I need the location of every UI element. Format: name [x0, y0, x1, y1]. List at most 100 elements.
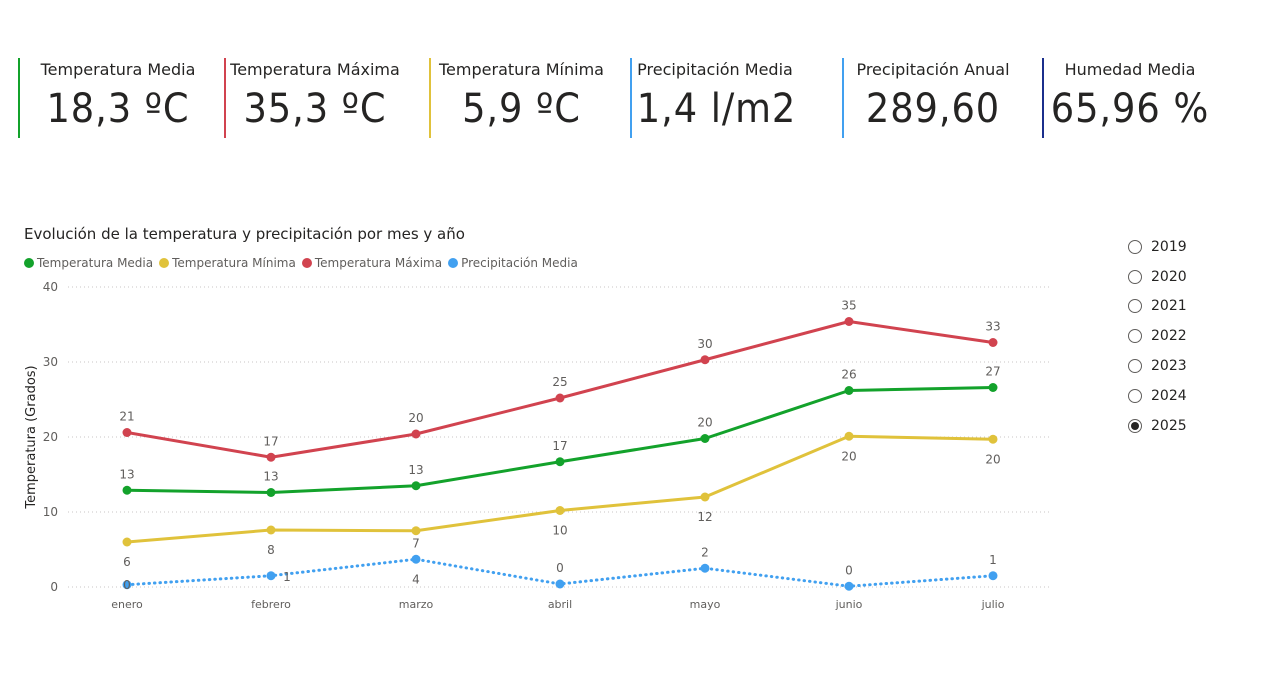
data-label: 0 [123, 578, 131, 592]
data-label: 35 [841, 299, 856, 313]
data-label: 21 [119, 410, 134, 424]
data-label: 4 [412, 572, 420, 586]
slicer-option-label: 2020 [1151, 268, 1187, 285]
y-tick-label: 20 [43, 430, 58, 444]
data-point [266, 452, 276, 462]
data-label: 20 [985, 452, 1000, 466]
data-label: 13 [408, 463, 423, 477]
slicer-option-2019[interactable]: 2019 [1128, 232, 1187, 262]
kpi-card: Humedad Media 65,96 % [1042, 58, 1218, 140]
legend-label: Temperatura Media [37, 256, 154, 270]
radio-button-icon[interactable] [1128, 359, 1142, 374]
data-point [411, 526, 421, 536]
y-axis-title: Temperatura (Grados) [24, 365, 39, 509]
y-tick-label: 40 [43, 280, 58, 294]
legend-marker-icon [159, 258, 170, 268]
kpi-card: Temperatura Media 18,3 ºC [18, 58, 218, 140]
data-label: 12 [697, 510, 712, 524]
radio-button-icon[interactable] [1128, 418, 1142, 433]
data-label: 1 [989, 553, 997, 567]
kpi-value: 5,9 ºC [462, 86, 581, 132]
y-tick-label: 30 [43, 355, 58, 369]
slicer-option-2021[interactable]: 2021 [1128, 292, 1187, 322]
data-label: 20 [408, 411, 423, 425]
legend-item[interactable]: Temperatura Media [24, 256, 153, 270]
data-point [555, 506, 565, 515]
data-label: 6 [123, 555, 131, 569]
kpi-accent-bar [842, 58, 844, 138]
kpi-label: Precipitación Media [637, 60, 793, 79]
data-label: 25 [552, 375, 567, 389]
data-point [555, 457, 565, 467]
data-point [700, 434, 710, 443]
radio-button-icon[interactable] [1128, 329, 1142, 344]
kpi-value: 18,3 ºC [46, 86, 190, 132]
data-point [700, 492, 710, 502]
year-slicer: 2019 2020 2021 2022 2023 2024 2025 [1128, 232, 1187, 441]
data-label: 7 [412, 536, 420, 550]
slicer-option-label: 2024 [1151, 387, 1187, 404]
x-tick-label: mayo [690, 598, 721, 611]
chart-legend: Temperatura Media Temperatura Mínima Tempe… [24, 256, 580, 270]
slicer-option-label: 2023 [1151, 358, 1187, 375]
legend-label: Temperatura Máxima [314, 256, 443, 270]
slicer-option-2020[interactable]: 2020 [1128, 262, 1187, 292]
data-point [266, 571, 276, 581]
radio-button-icon[interactable] [1128, 239, 1142, 254]
kpi-value: 1,4 l/m2 [636, 86, 797, 132]
legend-item[interactable]: Precipitación Media [448, 256, 578, 270]
kpi-accent-bar [1042, 58, 1044, 138]
slicer-option-label: 2019 [1151, 238, 1187, 255]
data-point [988, 383, 998, 392]
x-tick-label: abril [548, 598, 572, 611]
data-label: 8 [267, 543, 275, 557]
data-point [988, 571, 998, 581]
legend-item[interactable]: Temperatura Mínima [159, 256, 296, 270]
data-label: 20 [841, 449, 856, 463]
data-label: 1 [283, 570, 291, 584]
radio-button-icon[interactable] [1128, 299, 1142, 314]
data-label: 2 [701, 545, 709, 559]
y-tick-label: 10 [43, 505, 58, 519]
kpi-card: Temperatura Mínima 5,9 ºC [429, 58, 614, 140]
kpi-card: Temperatura Máxima 35,3 ºC [224, 58, 406, 140]
data-point [844, 581, 854, 591]
data-point [266, 525, 276, 535]
kpi-accent-bar [429, 58, 431, 138]
slicer-option-2023[interactable]: 2023 [1128, 351, 1187, 381]
data-label: 13 [263, 470, 278, 484]
data-point [122, 485, 132, 495]
kpi-label: Temperatura Mínima [439, 60, 604, 79]
data-point [988, 434, 998, 444]
data-label: 17 [552, 439, 567, 453]
radio-button-icon[interactable] [1128, 388, 1142, 403]
data-point [266, 488, 276, 497]
x-tick-label: febrero [251, 598, 291, 611]
slicer-option-2025[interactable]: 2025 [1128, 411, 1187, 441]
legend-item[interactable]: Temperatura Máxima [301, 256, 443, 270]
data-label: 0 [556, 561, 564, 575]
slicer-option-label: 2022 [1151, 328, 1187, 345]
data-point [555, 579, 565, 589]
kpi-accent-bar [224, 58, 226, 138]
kpi-label: Temperatura Máxima [230, 60, 400, 79]
data-point [122, 580, 132, 590]
data-point [844, 431, 854, 441]
kpi-card: Precipitación Anual 289,60 [842, 58, 1024, 140]
kpi-label: Humedad Media [1064, 60, 1196, 79]
slicer-option-2024[interactable]: 2024 [1128, 381, 1187, 411]
x-tick-label: junio [835, 598, 863, 611]
radio-button-icon[interactable] [1128, 269, 1142, 284]
x-tick-label: enero [111, 598, 143, 611]
data-point [122, 428, 132, 437]
data-label: 0 [845, 563, 853, 577]
data-point [555, 393, 565, 403]
data-point [122, 537, 132, 547]
kpi-accent-bar [18, 58, 20, 138]
slicer-option-2022[interactable]: 2022 [1128, 321, 1187, 351]
chart-title: Evolución de la temperatura y precipitac… [24, 225, 465, 243]
data-label: 30 [697, 337, 712, 351]
data-point [411, 554, 421, 564]
legend-marker-icon [301, 258, 312, 268]
